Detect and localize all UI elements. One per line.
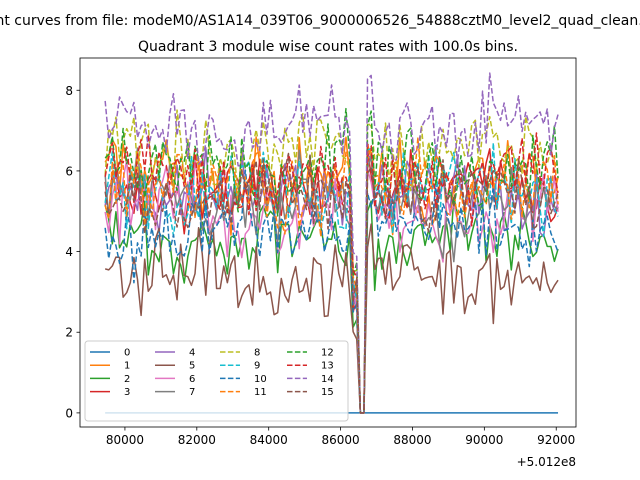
legend-label-13: 13 bbox=[321, 361, 334, 372]
x-tick-label: 84000 bbox=[250, 433, 288, 447]
legend-label-7: 7 bbox=[189, 387, 195, 398]
y-axis: 0 2 4 6 8 bbox=[65, 84, 80, 420]
series-layer bbox=[104, 72, 559, 414]
y-tick-label: 0 bbox=[65, 406, 73, 420]
legend-label-2: 2 bbox=[124, 374, 130, 385]
series-line-5 bbox=[104, 222, 559, 414]
series-line-15 bbox=[104, 152, 559, 414]
legend-label-3: 3 bbox=[124, 387, 130, 398]
legend-label-15: 15 bbox=[321, 387, 334, 398]
y-tick-label: 4 bbox=[65, 245, 73, 259]
legend-label-9: 9 bbox=[254, 361, 260, 372]
legend-label-1: 1 bbox=[124, 361, 130, 372]
legend-label-10: 10 bbox=[254, 374, 267, 385]
x-tick-label: 92000 bbox=[537, 433, 575, 447]
axes-frame bbox=[79, 57, 577, 428]
series-line-11 bbox=[104, 137, 559, 414]
legend-label-12: 12 bbox=[321, 348, 334, 359]
series-line-10 bbox=[104, 169, 559, 414]
x-tick-label: 90000 bbox=[465, 433, 503, 447]
x-tick-label: 86000 bbox=[321, 433, 359, 447]
legend-frame bbox=[84, 340, 349, 422]
legend-label-11: 11 bbox=[254, 387, 267, 398]
legend-label-8: 8 bbox=[254, 348, 260, 359]
x-tick-label: 82000 bbox=[178, 433, 216, 447]
x-offset-label: +5.012e8 bbox=[517, 455, 576, 469]
legend-label-6: 6 bbox=[189, 374, 195, 385]
legend-label-0: 0 bbox=[124, 348, 130, 359]
y-tick-label: 2 bbox=[65, 326, 73, 340]
figure-suptitle: Light curves from file: modeM0/AS1A14_03… bbox=[0, 13, 640, 29]
y-tick-label: 6 bbox=[65, 164, 73, 178]
legend-label-4: 4 bbox=[189, 348, 195, 359]
legend-label-14: 14 bbox=[321, 374, 334, 385]
x-tick-label: 88000 bbox=[393, 433, 431, 447]
y-tick-label: 8 bbox=[65, 84, 73, 98]
series-line-14 bbox=[104, 72, 559, 414]
x-tick-label: 80000 bbox=[106, 433, 144, 447]
series-line-8 bbox=[104, 109, 559, 414]
legend-label-5: 5 bbox=[189, 361, 195, 372]
x-axis: 80000 82000 84000 86000 88000 90000 92000 bbox=[106, 427, 575, 447]
chart-title: Quadrant 3 module wise count rates with … bbox=[138, 39, 518, 55]
series-line-13 bbox=[104, 132, 559, 414]
